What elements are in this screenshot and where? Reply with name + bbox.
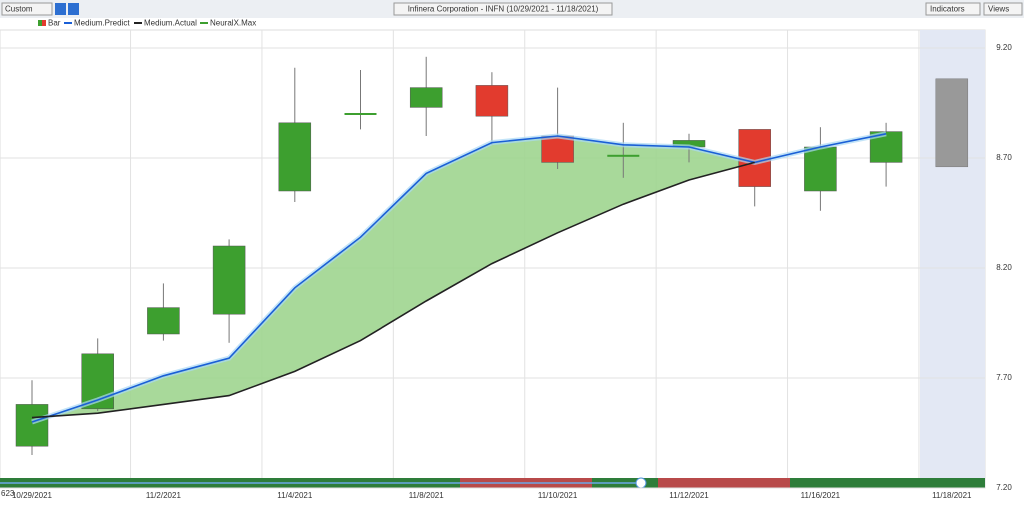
candle-body (278, 122, 312, 192)
legend-label: Medium.Actual (144, 19, 197, 28)
corner-text: 623 (1, 489, 15, 498)
add-button[interactable] (55, 3, 66, 15)
y-tick-label: 8.70 (996, 153, 1012, 162)
views-dropdown[interactable] (983, 2, 1023, 16)
views-label: Views (988, 5, 1009, 14)
candle-body (804, 146, 837, 192)
candle-body (147, 307, 180, 335)
candle-body (344, 113, 377, 115)
legend: Bar Medium.Predict Medium.Actual NeuralX.Ma… (38, 19, 256, 28)
candle-body (607, 154, 640, 157)
x-tick-label: 11/12/2021 (669, 491, 709, 500)
x-tick-label: 11/10/2021 (538, 491, 578, 500)
series-line (31, 161, 755, 419)
x-tick-label: 11/18/2021 (932, 491, 972, 500)
x-tick-label: 11/8/2021 (409, 491, 445, 500)
legend-swatch (42, 20, 46, 26)
predict-actual-fill (32, 136, 755, 422)
x-tick-label: 10/29/2021 (12, 491, 53, 500)
chart-title: Infinera Corporation - INFN (10/29/2021 … (408, 5, 599, 14)
y-tick-label: 9.20 (996, 43, 1012, 52)
candle-body (212, 245, 246, 315)
legend-label: NeuralX.Max (210, 19, 256, 28)
series-line (31, 133, 887, 423)
preset-dropdown[interactable] (1, 2, 53, 16)
remove-button[interactable] (68, 3, 79, 15)
scroll-segment (658, 478, 790, 488)
indicators-label: Indicators (930, 5, 965, 14)
candle-body (409, 87, 443, 108)
legend-label: Medium.Predict (74, 19, 130, 28)
candle-body (541, 135, 574, 163)
x-tick-label: 11/2/2021 (146, 491, 182, 500)
candle-body (475, 85, 509, 117)
x-tick-label: 11/16/2021 (801, 491, 841, 500)
x-tick-label: 11/4/2021 (277, 491, 313, 500)
title-box (393, 2, 613, 16)
y-tick-label: 7.20 (996, 483, 1012, 492)
scroll-thumb[interactable] (635, 477, 647, 489)
y-tick-label: 7.70 (996, 373, 1012, 382)
forecast-box (935, 78, 969, 168)
legend-label: Bar (48, 19, 61, 28)
y-tick-label: 8.20 (996, 263, 1012, 272)
candle-body (15, 404, 49, 447)
preset-label: Custom (5, 5, 33, 14)
legend-swatch (38, 20, 42, 26)
indicators-dropdown[interactable] (925, 2, 981, 16)
